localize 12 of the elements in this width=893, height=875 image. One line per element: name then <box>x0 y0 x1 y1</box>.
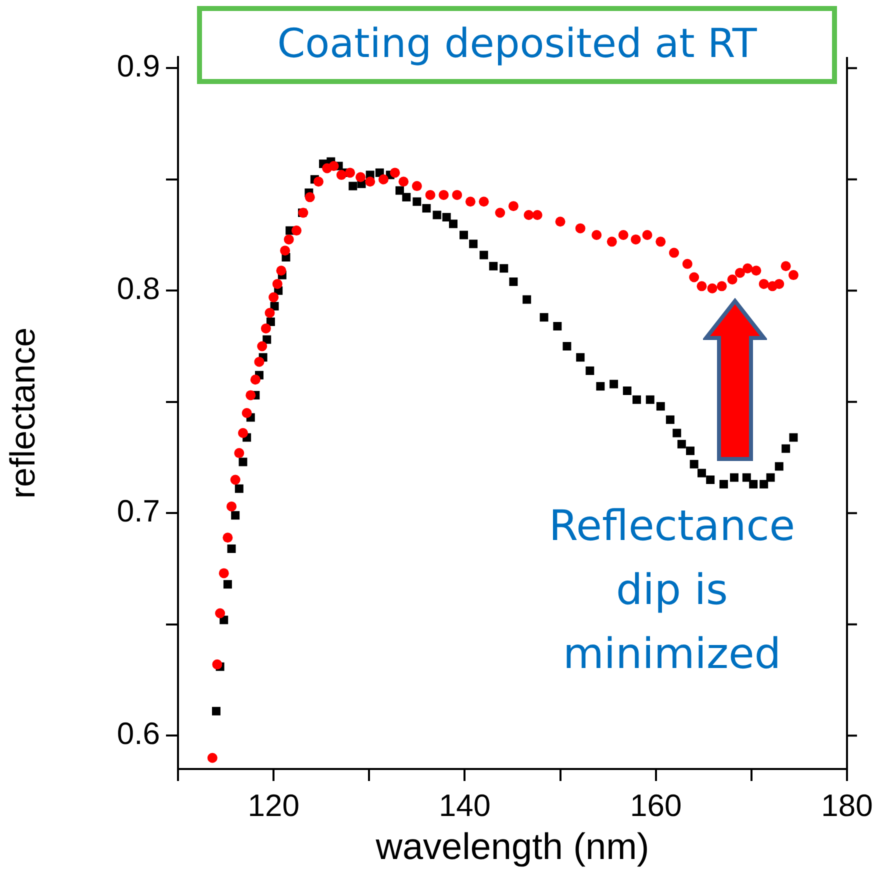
y-axis-title: reflectance <box>4 327 43 499</box>
y-tick-label: 0.8 <box>116 271 160 306</box>
text-frame: Coating deposited at RT <box>197 6 837 84</box>
y-tick-label: 0.9 <box>116 48 160 84</box>
x-tick-label: 140 <box>438 788 491 824</box>
y-tick-label: 0.7 <box>116 494 160 529</box>
x-axis-title: wavelength (nm) <box>374 826 650 868</box>
x-tick-label: 160 <box>630 788 682 824</box>
x-tick-label: 120 <box>248 788 300 824</box>
annotation: Reflectance dip is minimized <box>548 500 796 680</box>
y-tick-label: 0.6 <box>116 716 160 752</box>
x-tick-label: 180 <box>821 788 873 824</box>
